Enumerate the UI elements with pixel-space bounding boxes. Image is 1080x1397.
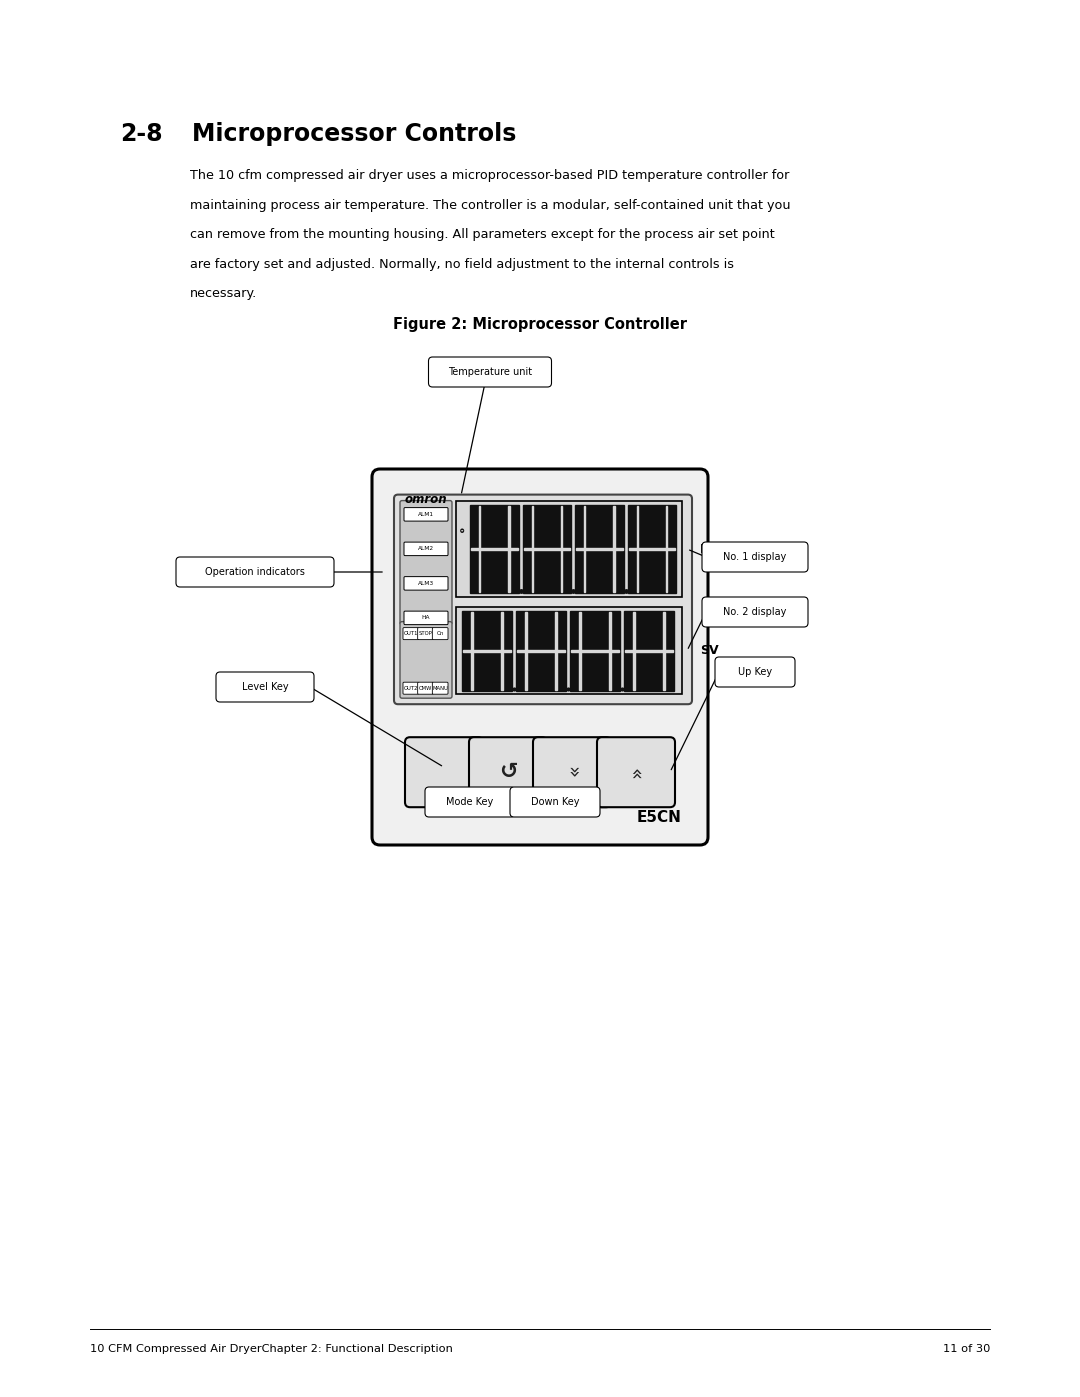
Text: necessary.: necessary. (190, 286, 257, 300)
Bar (663, 612, 664, 690)
Bar (523, 504, 571, 594)
Text: E5CN: E5CN (637, 809, 681, 824)
Bar (576, 548, 622, 549)
Bar (531, 506, 532, 592)
FancyBboxPatch shape (404, 542, 448, 556)
Text: 10 CFM Compressed Air DryerChapter 2: Functional Description: 10 CFM Compressed Air DryerChapter 2: Fu… (90, 1344, 453, 1354)
Text: MANU: MANU (432, 686, 448, 690)
FancyBboxPatch shape (405, 738, 483, 807)
Bar (462, 610, 512, 690)
Text: Figure 2: Microprocessor Controller: Figure 2: Microprocessor Controller (393, 317, 687, 332)
Text: omron: omron (405, 493, 447, 506)
FancyBboxPatch shape (404, 507, 448, 521)
Text: can remove from the mounting housing. All parameters except for the process air : can remove from the mounting housing. Al… (190, 228, 774, 242)
Text: Down Key: Down Key (530, 798, 579, 807)
FancyBboxPatch shape (534, 738, 611, 807)
Bar (525, 612, 527, 690)
Text: No. 1 display: No. 1 display (724, 552, 786, 562)
Text: ALM3: ALM3 (418, 581, 434, 585)
FancyBboxPatch shape (510, 787, 600, 817)
Bar (470, 504, 518, 594)
FancyBboxPatch shape (432, 682, 448, 694)
FancyBboxPatch shape (400, 622, 453, 698)
Text: On: On (436, 631, 444, 636)
Bar (471, 612, 473, 690)
FancyBboxPatch shape (702, 542, 808, 571)
Bar (665, 506, 667, 592)
FancyBboxPatch shape (394, 495, 692, 704)
FancyBboxPatch shape (403, 627, 419, 640)
Bar (456, 608, 681, 694)
FancyBboxPatch shape (469, 738, 546, 807)
Text: Operation indicators: Operation indicators (205, 567, 305, 577)
Text: OUT2: OUT2 (404, 686, 418, 690)
FancyBboxPatch shape (429, 358, 552, 387)
Bar (456, 500, 681, 598)
Text: »: » (563, 766, 581, 778)
Text: 11 of 30: 11 of 30 (943, 1344, 990, 1354)
Text: OUT1: OUT1 (404, 631, 418, 636)
Bar (501, 612, 502, 690)
Text: are factory set and adjusted. Normally, no field adjustment to the internal cont: are factory set and adjusted. Normally, … (190, 257, 734, 271)
FancyBboxPatch shape (216, 672, 314, 703)
Text: The 10 cfm compressed air dryer uses a microprocessor-based PID temperature cont: The 10 cfm compressed air dryer uses a m… (190, 169, 789, 182)
Bar (555, 612, 556, 690)
Bar (584, 506, 585, 592)
FancyBboxPatch shape (404, 577, 448, 590)
Bar (516, 610, 566, 690)
Bar (571, 650, 619, 651)
Bar (609, 612, 610, 690)
Bar (524, 548, 570, 549)
FancyBboxPatch shape (432, 627, 448, 640)
Bar (636, 506, 638, 592)
Bar (625, 650, 673, 651)
Text: 2-8: 2-8 (120, 122, 163, 147)
Bar (570, 610, 620, 690)
Bar (517, 650, 565, 651)
Text: HA: HA (422, 616, 430, 620)
FancyBboxPatch shape (404, 610, 448, 624)
Bar (463, 650, 511, 651)
Bar (624, 610, 674, 690)
Bar (508, 506, 510, 592)
FancyBboxPatch shape (418, 627, 433, 640)
Text: SV: SV (700, 644, 718, 658)
Bar (575, 504, 623, 594)
FancyBboxPatch shape (715, 657, 795, 687)
Text: Temperature unit: Temperature unit (448, 367, 532, 377)
Text: maintaining process air temperature. The controller is a modular, self-contained: maintaining process air temperature. The… (190, 198, 791, 211)
Text: °: ° (459, 528, 465, 541)
Text: PV: PV (700, 542, 719, 556)
Text: Microprocessor Controls: Microprocessor Controls (192, 122, 516, 147)
Bar (579, 612, 581, 690)
Bar (633, 612, 635, 690)
Bar (629, 548, 675, 549)
Text: STOP: STOP (419, 631, 432, 636)
FancyBboxPatch shape (418, 682, 433, 694)
Text: Up Key: Up Key (738, 666, 772, 678)
Text: Mode Key: Mode Key (446, 798, 494, 807)
Bar (627, 504, 676, 594)
FancyBboxPatch shape (176, 557, 334, 587)
Bar (561, 506, 562, 592)
FancyBboxPatch shape (597, 738, 675, 807)
Text: »: » (626, 766, 646, 778)
Text: No. 2 display: No. 2 display (724, 608, 786, 617)
Text: Level Key: Level Key (242, 682, 288, 692)
Text: ALM2: ALM2 (418, 546, 434, 552)
FancyBboxPatch shape (426, 787, 515, 817)
FancyBboxPatch shape (372, 469, 708, 845)
Bar (471, 548, 517, 549)
Text: ↺: ↺ (499, 763, 517, 782)
Text: CMW: CMW (419, 686, 432, 690)
Bar (613, 506, 615, 592)
FancyBboxPatch shape (400, 500, 453, 624)
FancyBboxPatch shape (403, 682, 419, 694)
Bar (480, 506, 481, 592)
FancyBboxPatch shape (702, 597, 808, 627)
Text: ALM1: ALM1 (418, 511, 434, 517)
